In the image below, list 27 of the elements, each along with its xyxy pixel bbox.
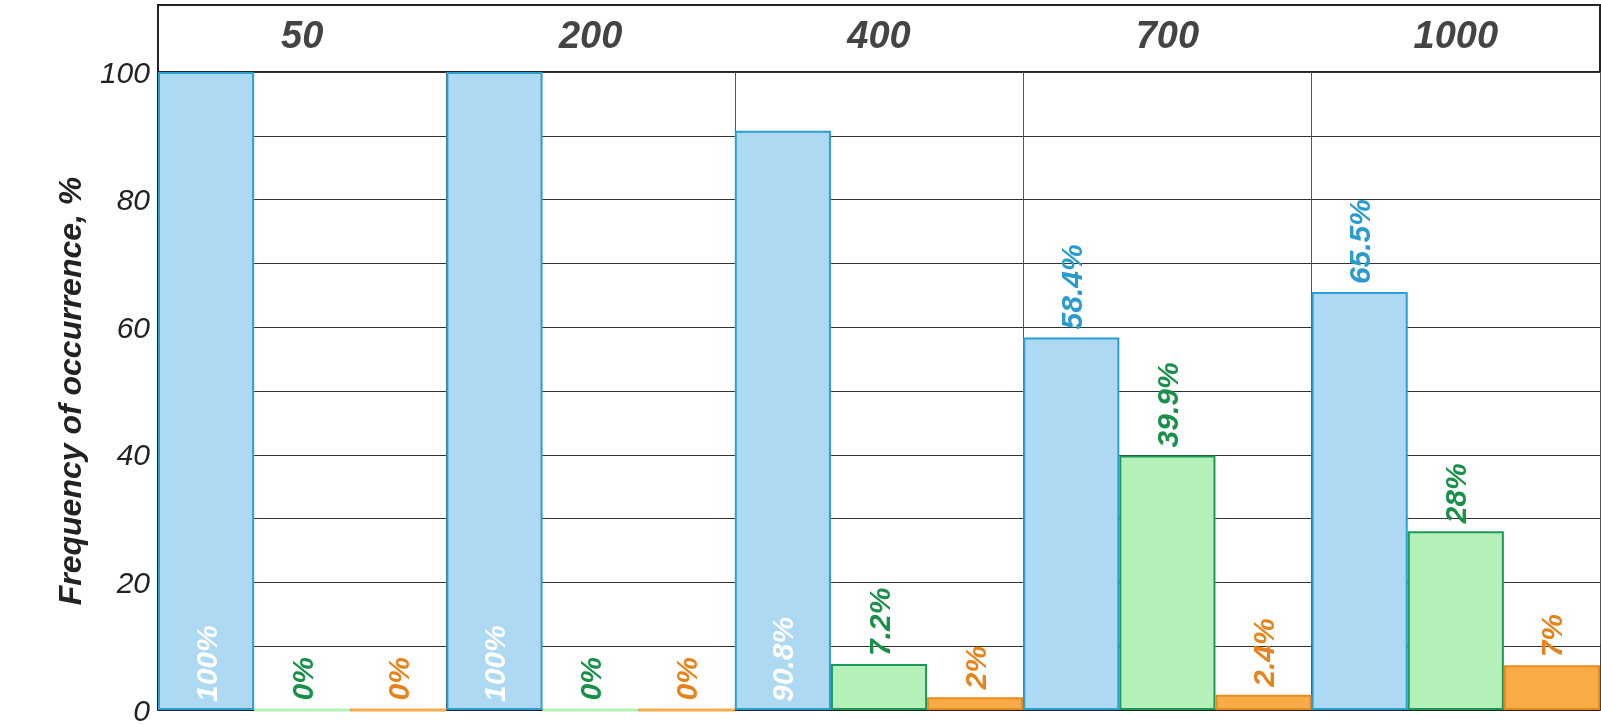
y-axis-title: Frequency of occurrence, %: [52, 176, 88, 606]
data-label: 7.2%: [862, 587, 896, 657]
data-label: 0%: [670, 657, 704, 701]
data-label: 28%: [1439, 463, 1473, 525]
data-label: 0%: [381, 657, 415, 701]
data-label: 65.5%: [1343, 199, 1377, 285]
data-label: 58.4%: [1054, 244, 1088, 330]
y-tick-label: 100: [99, 55, 151, 89]
y-tick-label: 20: [115, 565, 151, 599]
y-tick-label: 0: [133, 693, 151, 725]
y-tick-label: 40: [116, 438, 151, 472]
data-label: 0%: [574, 657, 608, 701]
data-label: 2%: [958, 645, 992, 691]
data-label: 0%: [285, 657, 319, 701]
y-tick-label: 80: [116, 183, 151, 217]
data-label: 100%: [477, 625, 511, 702]
x-tick-label: 1000: [1413, 14, 1499, 56]
data-label: 39.9%: [1150, 362, 1184, 448]
x-tick-label: 50: [281, 14, 324, 56]
data-label: 90.8%: [766, 616, 800, 702]
y-tick-label: 60: [116, 310, 151, 344]
x-tick-label: 700: [1135, 14, 1200, 56]
data-label: 100%: [189, 625, 223, 702]
data-label: 2.4%: [1247, 618, 1281, 688]
data-label: 7%: [1535, 613, 1569, 658]
x-tick-label: 400: [846, 14, 911, 56]
x-tick-label: 200: [557, 14, 623, 56]
